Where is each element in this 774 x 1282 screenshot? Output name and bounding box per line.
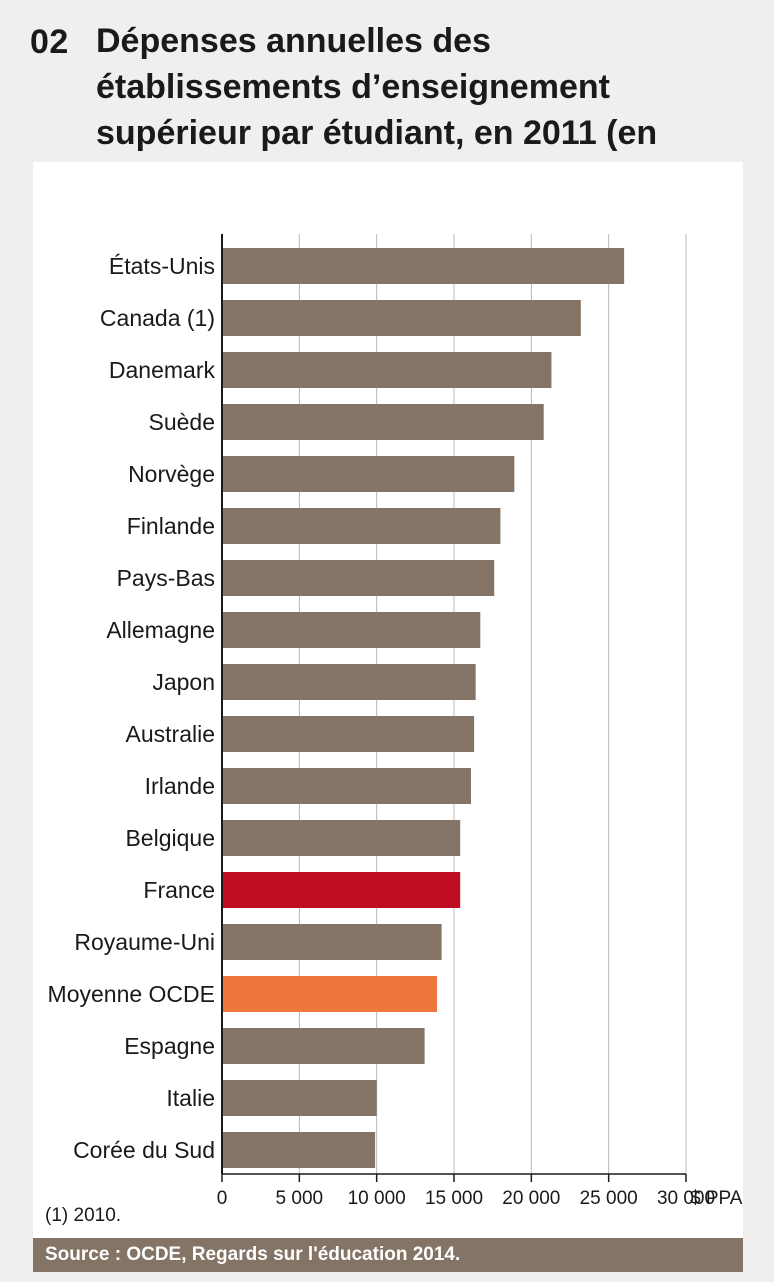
bar	[222, 1080, 377, 1116]
source-bar: Source : OCDE, Regards sur l'éducation 2…	[33, 1238, 743, 1272]
category-label: Pays-Bas	[117, 565, 215, 591]
unit-label: $ PPA	[690, 1188, 743, 1209]
bar	[222, 1132, 376, 1168]
category-label: Danemark	[109, 357, 216, 383]
category-label: Espagne	[124, 1033, 215, 1059]
bar	[222, 872, 461, 908]
figure-number: 02	[30, 23, 69, 61]
tick-label: 10 000	[348, 1188, 406, 1209]
bar	[222, 924, 442, 960]
category-label: France	[143, 877, 215, 903]
category-label: Finlande	[127, 513, 215, 539]
bar	[222, 300, 581, 336]
category-label: Australie	[126, 721, 215, 747]
category-label: Irlande	[145, 773, 215, 799]
tick-label: 25 000	[580, 1188, 638, 1209]
bar	[222, 352, 552, 388]
category-label: Suède	[148, 409, 215, 435]
source-label: Source :	[45, 1244, 122, 1265]
category-label: Corée du Sud	[73, 1137, 215, 1163]
category-label: Japon	[152, 669, 215, 695]
bar	[222, 1028, 425, 1064]
tick-label: 0	[217, 1188, 228, 1209]
bar	[222, 664, 476, 700]
tick-label: 15 000	[425, 1188, 483, 1209]
category-label: Moyenne OCDE	[48, 981, 215, 1007]
source-text: OCDE, Regards sur l'éducation 2014.	[126, 1244, 461, 1265]
bar	[222, 820, 461, 856]
bar	[222, 508, 501, 544]
bar	[222, 768, 472, 804]
footnote: (1) 2010.	[45, 1205, 122, 1226]
tick-label: 5 000	[276, 1188, 324, 1209]
category-label: États-Unis	[109, 253, 215, 279]
tick-label: 30 000	[657, 1188, 715, 1209]
category-label: Allemagne	[106, 617, 215, 643]
bar-chart: États-Unis Canada (1) Danemark Suède Norvège…	[48, 234, 743, 1209]
bar	[222, 248, 625, 284]
bar	[222, 404, 544, 440]
category-label: Italie	[166, 1085, 215, 1111]
bar	[222, 456, 515, 492]
chart-panel: États-Unis Canada (1) Danemark Suède Norvège…	[33, 162, 743, 1240]
bar	[222, 976, 437, 1012]
bar	[222, 560, 495, 596]
bar	[222, 612, 481, 648]
bar	[222, 716, 475, 752]
category-label: Norvège	[128, 461, 215, 487]
category-label: Belgique	[125, 825, 215, 851]
category-label: Canada (1)	[100, 305, 215, 331]
category-label: Royaume-Uni	[74, 929, 215, 955]
tick-label: 20 000	[502, 1188, 560, 1209]
